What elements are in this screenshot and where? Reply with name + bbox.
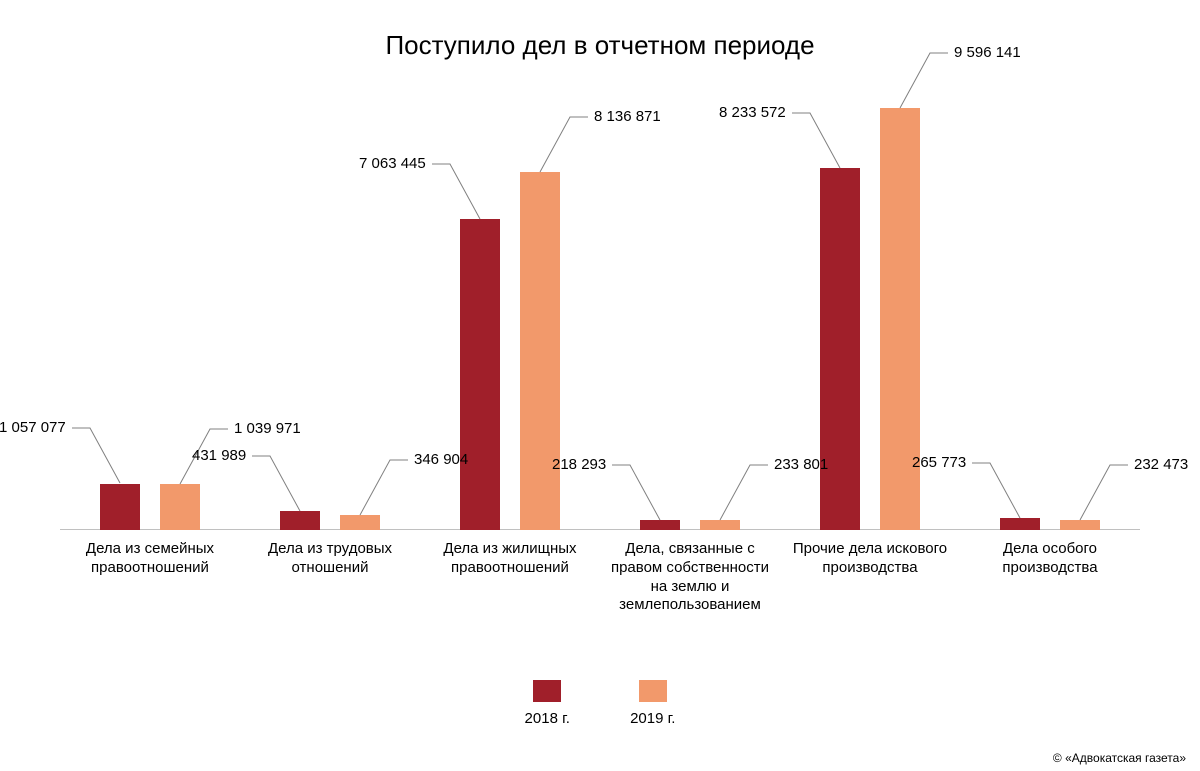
legend-swatch-2019 bbox=[639, 680, 667, 702]
legend-item-2018: 2018 г. bbox=[525, 680, 570, 727]
legend-swatch-2018 bbox=[533, 680, 561, 702]
value-label: 8 233 572 bbox=[719, 104, 786, 121]
bar bbox=[820, 168, 860, 530]
copyright: © «Адвокатская газета» bbox=[1053, 751, 1186, 765]
category-label: Дела, связанные с правом собственности н… bbox=[605, 540, 775, 615]
bar bbox=[700, 520, 740, 530]
bar bbox=[160, 484, 200, 530]
value-label: 233 801 bbox=[774, 456, 828, 473]
category-label: Дела из трудовых отношений bbox=[245, 540, 415, 578]
bar bbox=[100, 484, 140, 531]
bar bbox=[340, 515, 380, 530]
legend-label-2019: 2019 г. bbox=[630, 710, 675, 727]
value-label: 1 039 971 bbox=[234, 420, 301, 437]
bar bbox=[640, 520, 680, 530]
value-label: 431 989 bbox=[192, 447, 246, 464]
value-label: 8 136 871 bbox=[594, 108, 661, 125]
bar bbox=[1060, 520, 1100, 530]
bar bbox=[1000, 518, 1040, 530]
value-label: 265 773 bbox=[912, 454, 966, 471]
bar bbox=[460, 219, 500, 530]
category-label: Прочие дела искового производства bbox=[785, 540, 955, 578]
value-label: 218 293 bbox=[552, 456, 606, 473]
baseline bbox=[60, 529, 1140, 530]
value-label: 7 063 445 bbox=[359, 155, 426, 172]
bar bbox=[280, 511, 320, 530]
value-label: 1 057 077 bbox=[0, 419, 66, 436]
value-label: 346 904 bbox=[414, 451, 468, 468]
bar bbox=[520, 172, 560, 530]
category-label: Дела из семейных правоотношений bbox=[65, 540, 235, 578]
value-label: 9 596 141 bbox=[954, 44, 1021, 61]
category-label: Дела особого производства bbox=[965, 540, 1135, 578]
legend: 2018 г. 2019 г. bbox=[0, 680, 1200, 727]
category-label: Дела из жилищных правоотношений bbox=[425, 540, 595, 578]
legend-item-2019: 2019 г. bbox=[630, 680, 675, 727]
legend-label-2018: 2018 г. bbox=[525, 710, 570, 727]
value-label: 232 473 bbox=[1134, 456, 1188, 473]
